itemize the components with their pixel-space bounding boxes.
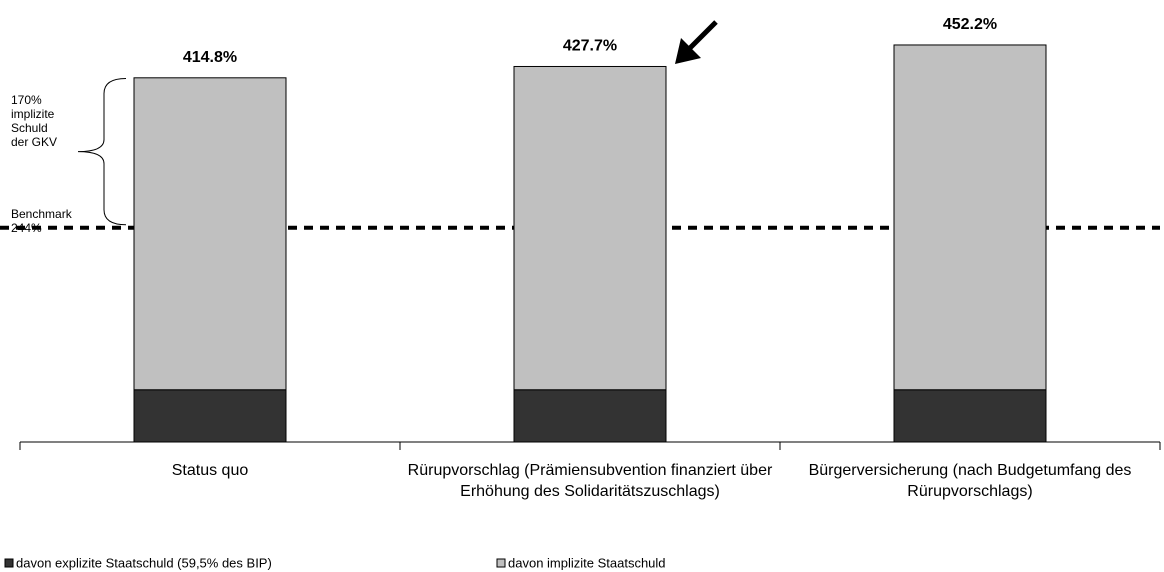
- brace-label: Schuld: [11, 121, 48, 135]
- total-label: 414.8%: [183, 49, 237, 66]
- bar-segment: [513, 65, 667, 391]
- x-tick-label: Rürupvorschlag (Prämiensubvention finanz…: [407, 462, 773, 500]
- bar-segment: [133, 389, 287, 443]
- brace-label: 170%: [11, 93, 42, 107]
- legend-label: davon explizite Staatschuld (59,5% des B…: [16, 555, 272, 570]
- x-tick-label: Status quo: [171, 462, 249, 479]
- bar-segment: [893, 389, 1047, 443]
- legend-label: davon implizite Staatschuld: [508, 555, 666, 570]
- brace-label: der GKV: [11, 135, 57, 149]
- legend-swatch: [4, 558, 14, 568]
- brace-label: implizite: [11, 107, 55, 121]
- bar-segment: [133, 77, 287, 391]
- arrow-head: [675, 38, 701, 64]
- benchmark-label: Benchmark: [11, 207, 73, 221]
- total-label: 452.2%: [943, 16, 997, 33]
- brace: [77, 78, 127, 226]
- benchmark-label: 244%: [11, 221, 42, 235]
- bar-segment: [513, 389, 667, 443]
- total-label: 427.7%: [563, 38, 617, 55]
- x-tick-label: Bürgerversicherung (nach Budgetumfang de…: [808, 462, 1132, 500]
- legend-swatch: [496, 558, 506, 568]
- bar-segment: [893, 44, 1047, 391]
- arrow-shaft: [688, 20, 718, 50]
